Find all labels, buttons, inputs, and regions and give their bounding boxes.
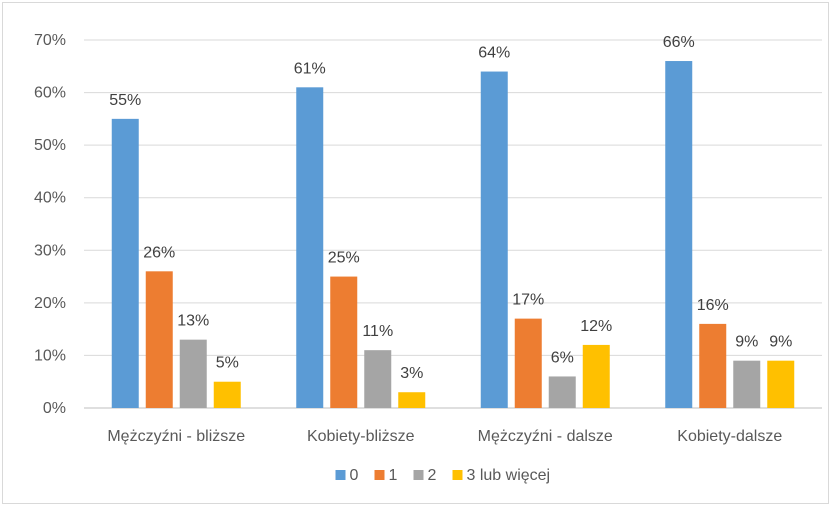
y-tick-label: 0% <box>43 400 66 417</box>
bar-chart: 0%10%20%30%40%50%60%70% 55%26%13%5%61%25… <box>34 32 822 484</box>
y-tick-label: 60% <box>34 85 66 102</box>
data-label: 3% <box>400 365 423 382</box>
y-tick-label: 20% <box>34 295 66 312</box>
bar <box>398 392 426 408</box>
data-label: 13% <box>177 313 209 330</box>
x-tick-label: Kobiety-bliższe <box>307 428 415 445</box>
data-label: 61% <box>294 60 326 77</box>
legend-label: 0 <box>350 467 359 484</box>
bar <box>582 344 610 408</box>
x-tick-label: Mężczyźni - bliższe <box>107 428 245 445</box>
y-tick-label: 50% <box>34 137 66 154</box>
x-tick-label: Kobiety-dalsze <box>677 428 782 445</box>
data-label: 64% <box>478 45 510 62</box>
bar <box>330 276 358 408</box>
data-label: 11% <box>362 323 393 340</box>
bar <box>296 87 324 409</box>
legend-swatch <box>452 470 463 480</box>
bar <box>767 360 795 408</box>
bar <box>665 61 693 409</box>
bar <box>145 271 173 408</box>
x-tick-label: Mężczyźni - dalsze <box>478 428 613 445</box>
data-label: 66% <box>663 34 695 51</box>
y-axis-ticks: 0% 10% 20% 30% 40% 50% 60% 70% <box>34 32 66 417</box>
legend-label: 1 <box>389 467 398 484</box>
x-axis-ticks: Mężczyźni - bliższe Kobiety-bliższe Mężczy… <box>107 428 782 445</box>
y-tick-label: 30% <box>34 242 66 259</box>
bar <box>179 339 207 408</box>
bar <box>733 360 761 408</box>
gridlines <box>84 39 822 409</box>
legend-item: 1 <box>374 467 398 484</box>
data-label: 12% <box>580 318 612 335</box>
data-label: 17% <box>512 292 544 309</box>
data-label: 9% <box>735 334 758 351</box>
data-label: 25% <box>328 250 360 267</box>
data-label: 6% <box>551 349 574 366</box>
data-label: 9% <box>769 334 792 351</box>
chart-frame: 0% 10% 20% 30% 40% 50% 60% 70% 55% 26% 13% 5% 61% 25… <box>2 2 829 504</box>
legend-item: 2 <box>413 467 437 484</box>
y-tick-label: 70% <box>34 32 66 49</box>
legend: 0 1 2 3 lub więcej <box>335 467 551 484</box>
bars <box>111 61 795 409</box>
y-tick-label: 10% <box>34 347 66 364</box>
legend-swatch <box>335 470 346 480</box>
bar <box>364 350 392 408</box>
data-label: 26% <box>143 244 175 261</box>
legend-item: 3 lub więcej <box>452 467 551 484</box>
data-label: 5% <box>216 355 239 372</box>
legend-label: 3 lub więcej <box>467 467 551 484</box>
legend-label: 2 <box>428 467 437 484</box>
data-label: 16% <box>697 297 729 314</box>
bar <box>514 318 542 408</box>
data-label: 55% <box>109 92 141 109</box>
legend-item: 0 <box>335 467 359 484</box>
bar <box>111 118 139 408</box>
bar <box>213 381 241 408</box>
legend-swatch <box>374 470 385 480</box>
bar <box>480 71 508 409</box>
data-labels: 55% 26% 13% 5% 61% 25% 11% 3% 64% 17% 6% 12% 66% 16% 9… <box>109 34 792 382</box>
y-tick-label: 40% <box>34 190 66 207</box>
bar <box>548 376 576 408</box>
bar <box>699 323 727 408</box>
legend-swatch <box>413 470 424 480</box>
